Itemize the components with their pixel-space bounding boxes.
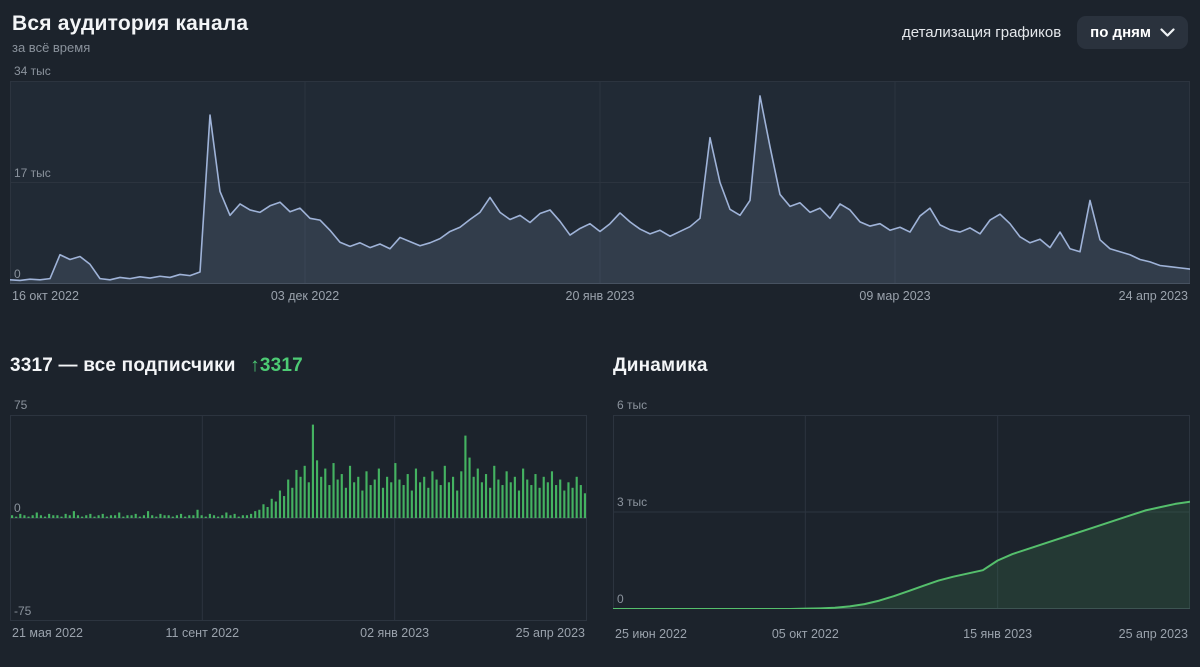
subscribers-bar-chart[interactable]: [10, 415, 587, 621]
x-tick: 03 дек 2022: [270, 289, 340, 303]
x-tick: 16 окт 2022: [12, 289, 79, 303]
bottom-charts-row: 3317 — все подписчики ↑3317 75 0 -75 21 …: [10, 355, 1190, 645]
x-tick: 25 апр 2023: [515, 626, 585, 640]
dynamics-title: Динамика: [613, 355, 1190, 379]
chevron-down-icon: [1160, 28, 1175, 37]
subscribers-chart-section: 3317 — все подписчики ↑3317 75 0 -75 21 …: [10, 355, 587, 645]
x-tick: 09 мар 2023: [859, 289, 931, 303]
x-tick: 02 янв 2023: [360, 626, 430, 640]
audience-chart-section: 34 тыс 17 тыс 0 16 окт 2022 03 дек 2022 …: [10, 64, 1190, 307]
y-tick: 0: [14, 267, 21, 281]
subscribers-delta: ↑3317: [250, 355, 303, 376]
title-block: Вся аудитория канала за всё время: [12, 12, 248, 55]
audience-x-axis: 16 окт 2022 03 дек 2022 20 янв 2023 09 м…: [10, 289, 1190, 307]
page-title: Вся аудитория канала: [12, 12, 249, 35]
dynamics-x-axis: 25 июн 2022 05 окт 2022 15 янв 2023 25 а…: [613, 627, 1190, 645]
dynamics-chart-section: Динамика 6 тыс 3 тыс 0 25 июн 2022 05 ок…: [613, 355, 1190, 645]
header: Вся аудитория канала за всё время детали…: [10, 0, 1190, 55]
y-tick: 6 тыс: [617, 398, 648, 412]
detail-label: детализация графиков: [902, 24, 1062, 41]
subscribers-title: 3317 — все подписчики ↑3317: [10, 355, 587, 379]
y-tick: 34 тыс: [14, 64, 51, 78]
dynamics-chart-plot[interactable]: 6 тыс 3 тыс 0: [613, 398, 1190, 609]
channel-stats-page: Вся аудитория канала за всё время детали…: [10, 0, 1190, 645]
y-tick: 17 тыс: [14, 165, 51, 180]
x-tick: 24 апр 2023: [1118, 289, 1188, 303]
subscribers-total: 3317 — все подписчики: [10, 355, 236, 376]
period-subtitle: за всё время: [12, 40, 91, 55]
x-tick: 25 июн 2022: [615, 627, 687, 641]
x-tick: 05 окт 2022: [771, 627, 839, 641]
dynamics-area-chart[interactable]: [613, 415, 1190, 609]
granularity-dropdown[interactable]: по дням: [1077, 16, 1188, 49]
x-tick: 11 сент 2022: [165, 626, 240, 640]
dynamics-title-text: Динамика: [613, 355, 708, 376]
x-tick: 15 янв 2023: [963, 627, 1033, 641]
y-tick: 3 тыс: [617, 495, 648, 509]
y-tick: 0: [617, 592, 624, 606]
x-tick: 20 янв 2023: [565, 289, 635, 303]
y-tick: 0: [14, 501, 21, 515]
x-tick: 21 мая 2022: [12, 626, 83, 640]
audience-chart-plot[interactable]: 34 тыс 17 тыс 0: [10, 64, 1190, 284]
header-controls: детализация графиков по дням: [902, 12, 1188, 49]
x-tick: 25 апр 2023: [1118, 627, 1188, 641]
audience-line-chart[interactable]: [10, 81, 1190, 284]
subscribers-chart-plot[interactable]: 75 0 -75: [10, 398, 587, 621]
granularity-value: по дням: [1090, 24, 1151, 41]
y-tick: 75: [14, 398, 28, 412]
subscribers-x-axis: 21 мая 2022 11 сент 2022 02 янв 2023 25 …: [10, 626, 587, 644]
y-tick: -75: [14, 604, 32, 618]
